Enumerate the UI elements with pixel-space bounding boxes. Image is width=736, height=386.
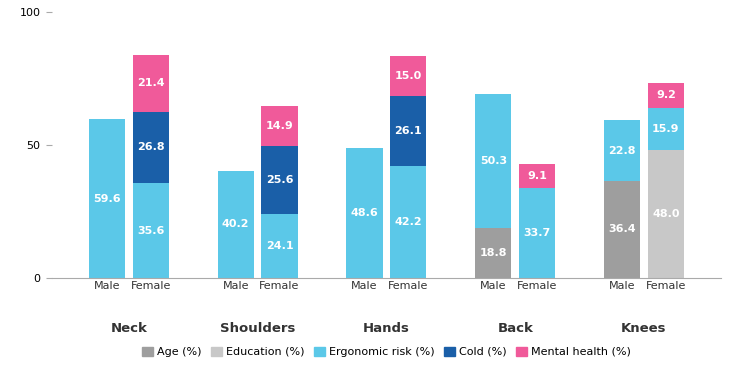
Text: 48.0: 48.0 bbox=[652, 209, 679, 219]
Text: Hands: Hands bbox=[363, 322, 410, 335]
Bar bbox=[261, 106, 297, 146]
Bar bbox=[604, 181, 640, 278]
Text: 22.8: 22.8 bbox=[609, 146, 636, 156]
Bar bbox=[648, 150, 684, 278]
Bar bbox=[390, 96, 426, 166]
Bar bbox=[475, 94, 512, 228]
Bar bbox=[475, 228, 512, 278]
Text: 15.0: 15.0 bbox=[394, 71, 422, 81]
Text: 42.2: 42.2 bbox=[394, 217, 422, 227]
Text: 35.6: 35.6 bbox=[137, 225, 164, 235]
Bar bbox=[519, 188, 555, 278]
Text: 18.8: 18.8 bbox=[480, 248, 507, 258]
Bar bbox=[648, 83, 684, 108]
Bar bbox=[390, 166, 426, 278]
Text: 9.1: 9.1 bbox=[527, 171, 547, 181]
Bar bbox=[132, 55, 169, 112]
Text: 9.2: 9.2 bbox=[656, 90, 676, 100]
Bar bbox=[89, 119, 125, 278]
Bar bbox=[261, 214, 297, 278]
Text: 50.3: 50.3 bbox=[480, 156, 507, 166]
Text: 21.4: 21.4 bbox=[137, 78, 165, 88]
Bar bbox=[218, 171, 254, 278]
Text: 25.6: 25.6 bbox=[266, 174, 293, 185]
Text: 24.1: 24.1 bbox=[266, 241, 294, 251]
Text: 26.1: 26.1 bbox=[394, 126, 422, 136]
Bar bbox=[132, 112, 169, 183]
Text: 36.4: 36.4 bbox=[608, 224, 636, 234]
Text: 40.2: 40.2 bbox=[222, 219, 250, 229]
Text: Back: Back bbox=[498, 322, 533, 335]
Bar bbox=[648, 108, 684, 150]
Bar bbox=[132, 183, 169, 278]
Text: Knees: Knees bbox=[621, 322, 667, 335]
Text: 15.9: 15.9 bbox=[652, 124, 679, 134]
Text: Shoulders: Shoulders bbox=[220, 322, 295, 335]
Legend: Age (%), Education (%), Ergonomic risk (%), Cold (%), Mental health (%): Age (%), Education (%), Ergonomic risk (… bbox=[137, 342, 636, 361]
Text: 48.6: 48.6 bbox=[350, 208, 378, 218]
Bar bbox=[261, 146, 297, 214]
Text: 33.7: 33.7 bbox=[523, 228, 551, 238]
Text: 14.9: 14.9 bbox=[266, 121, 294, 131]
Text: 59.6: 59.6 bbox=[93, 193, 121, 203]
Bar bbox=[604, 120, 640, 181]
Text: Neck: Neck bbox=[110, 322, 147, 335]
Bar bbox=[390, 56, 426, 96]
Bar bbox=[519, 164, 555, 188]
Bar bbox=[347, 149, 383, 278]
Text: 26.8: 26.8 bbox=[137, 142, 165, 152]
